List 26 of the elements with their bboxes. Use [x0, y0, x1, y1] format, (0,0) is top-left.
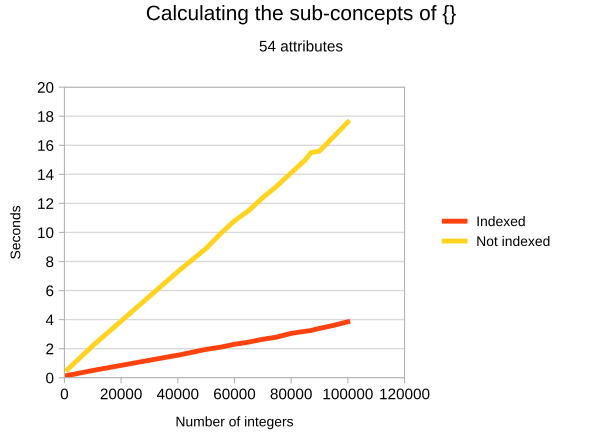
chart-subtitle: 54 attributes	[260, 40, 342, 52]
y-tick-label: 14	[38, 169, 54, 180]
line-series	[64, 120, 350, 372]
y-tick-label: 10	[38, 227, 54, 238]
y-tick-label: 0	[46, 372, 54, 384]
y-tick-label: 16	[38, 140, 54, 151]
y-tick-label: 12	[38, 198, 54, 209]
y-tick-label: 2	[46, 344, 54, 354]
y-tick-label: 20	[38, 82, 54, 93]
y-tick-label: 4	[46, 314, 54, 326]
y-tick-label: 6	[46, 285, 54, 296]
x-tick-label: 0	[60, 388, 68, 400]
y-axis-title: Seconds	[10, 206, 20, 259]
legend-label: Not indexed	[477, 236, 550, 246]
x-tick-label: 40000	[156, 388, 198, 400]
line-series	[64, 319, 350, 378]
chart-title: Calculating the sub-concepts of {}	[146, 5, 456, 24]
x-tick-label: 80000	[270, 388, 312, 400]
y-tick-label: 18	[38, 111, 54, 122]
legend-label: Indexed	[477, 216, 525, 226]
x-tick-label: 100000	[324, 388, 373, 400]
y-tick-label: 8	[46, 256, 54, 268]
x-tick-label: 20000	[100, 388, 142, 400]
x-axis-title: Number of integers	[176, 416, 294, 430]
x-tick-label: 60000	[214, 388, 256, 400]
x-tick-label: 120000	[380, 388, 430, 400]
